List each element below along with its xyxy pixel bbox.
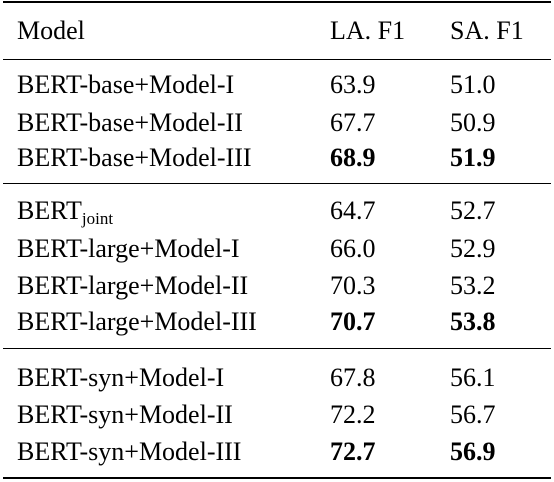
model-cell: BERT-large+Model-II xyxy=(17,271,249,300)
header-la-f1: LA. F1 xyxy=(330,16,406,45)
header-sa-f1: SA. F1 xyxy=(450,16,524,45)
model-cell: BERT-base+Model-I xyxy=(17,70,235,99)
table-row: BERT-syn+Model-III 72.7 56.9 xyxy=(3,435,551,469)
header-row: Model LA. F1 SA. F1 xyxy=(3,14,551,48)
model-cell: BERT-base+Model-II xyxy=(17,108,243,137)
table-row: BERT-large+Model-II 70.3 53.2 xyxy=(3,269,551,303)
bottom-rule xyxy=(3,477,551,479)
table-row: BERT-syn+Model-I 67.8 56.1 xyxy=(3,361,551,395)
top-rule xyxy=(3,1,551,3)
la-f1-best-cell: 70.7 xyxy=(330,307,376,336)
header-rule xyxy=(3,59,551,60)
table-row: BERT-base+Model-II 67.7 50.9 xyxy=(3,106,551,140)
sa-f1-cell: 53.2 xyxy=(450,271,496,300)
sa-f1-cell: 52.7 xyxy=(450,196,496,225)
la-f1-cell: 67.7 xyxy=(330,108,376,137)
la-f1-cell: 63.9 xyxy=(330,70,376,99)
group-rule xyxy=(3,348,551,349)
table-row: BERT-syn+Model-II 72.2 56.7 xyxy=(3,398,551,432)
sa-f1-cell: 50.9 xyxy=(450,108,496,137)
table-row: BERT-large+Model-III 70.7 53.8 xyxy=(3,305,551,339)
sa-f1-best-cell: 56.9 xyxy=(450,437,496,466)
header-model: Model xyxy=(17,16,85,45)
table-row: BERT-base+Model-I 63.9 51.0 xyxy=(3,68,551,102)
model-cell: BERTjoint xyxy=(17,194,113,231)
table-row: BERT-base+Model-III 68.9 51.9 xyxy=(3,141,551,175)
model-cell: BERT-syn+Model-II xyxy=(17,400,233,429)
sa-f1-cell: 51.0 xyxy=(450,70,496,99)
model-cell: BERT-large+Model-I xyxy=(17,234,240,263)
model-cell: BERT-large+Model-III xyxy=(17,307,257,336)
sa-f1-cell: 56.7 xyxy=(450,400,496,429)
la-f1-cell: 70.3 xyxy=(330,271,376,300)
model-subscript: joint xyxy=(81,209,114,228)
sa-f1-best-cell: 53.8 xyxy=(450,307,496,336)
sa-f1-cell: 52.9 xyxy=(450,234,496,263)
la-f1-cell: 64.7 xyxy=(330,196,376,225)
model-cell: BERT-syn+Model-I xyxy=(17,363,225,392)
la-f1-cell: 67.8 xyxy=(330,363,376,392)
sa-f1-best-cell: 51.9 xyxy=(450,143,496,172)
model-cell: BERT-syn+Model-III xyxy=(17,437,242,466)
sa-f1-cell: 56.1 xyxy=(450,363,496,392)
table-row: BERT-large+Model-I 66.0 52.9 xyxy=(3,232,551,266)
model-name: BERT xyxy=(17,196,82,225)
table-row: BERTjoint 64.7 52.7 xyxy=(3,194,551,228)
la-f1-cell: 66.0 xyxy=(330,234,376,263)
la-f1-best-cell: 72.7 xyxy=(330,437,376,466)
la-f1-cell: 72.2 xyxy=(330,400,376,429)
la-f1-best-cell: 68.9 xyxy=(330,143,376,172)
model-cell: BERT-base+Model-III xyxy=(17,143,252,172)
group-rule xyxy=(3,183,551,184)
